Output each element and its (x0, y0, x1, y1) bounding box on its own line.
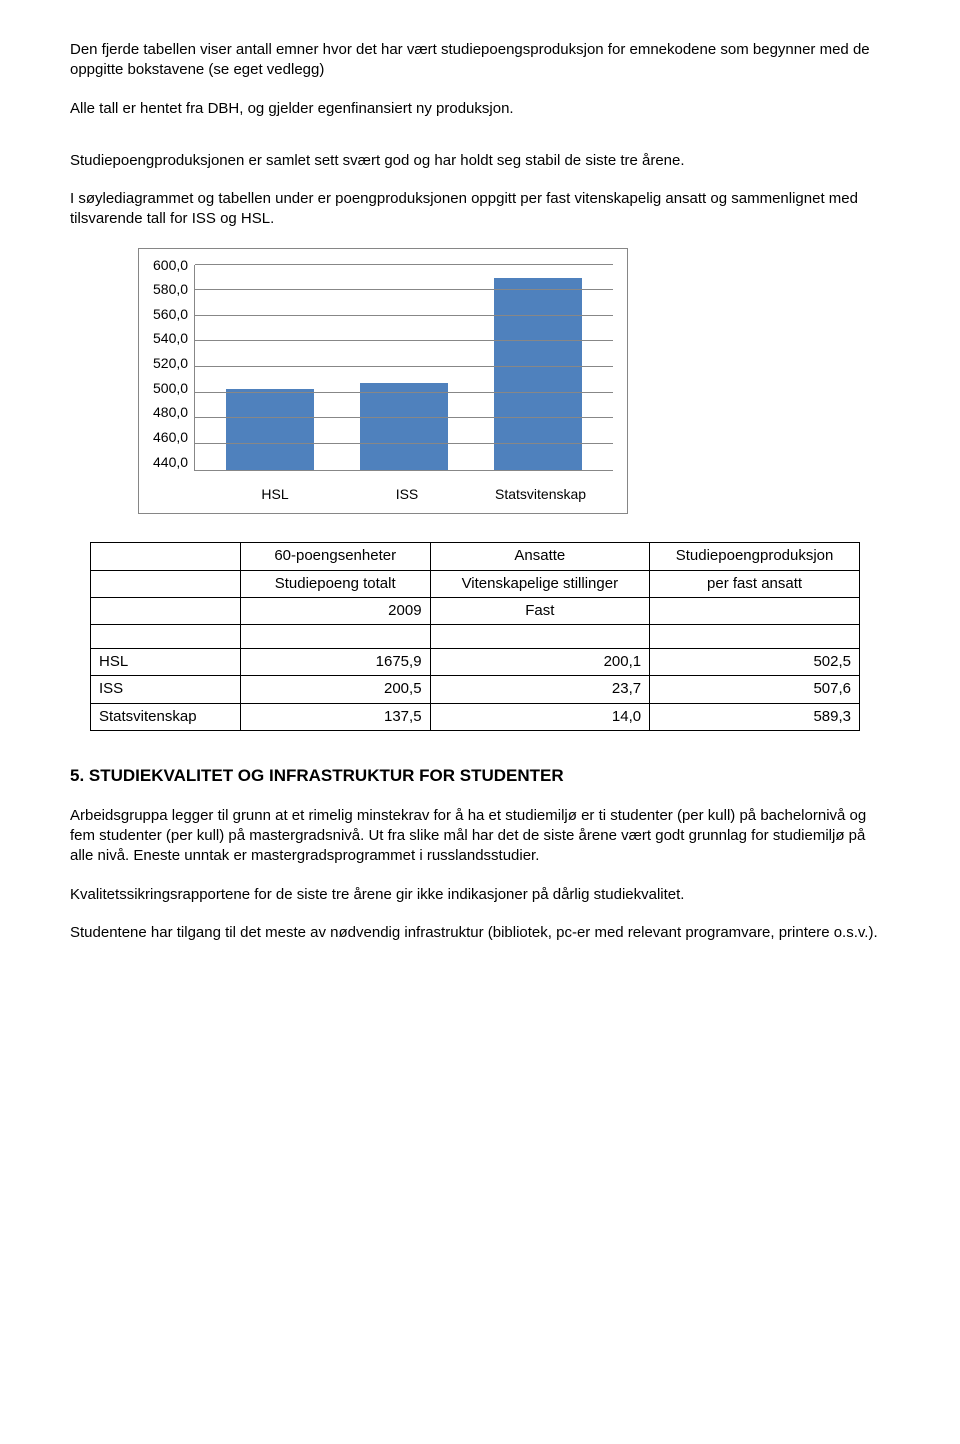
paragraph: Arbeidsgruppa legger til grunn at et rim… (70, 806, 890, 867)
chart-bar (494, 278, 582, 469)
table-cell: Studiepoengproduksjon (650, 543, 860, 570)
paragraph: Den fjerde tabellen viser antall emner h… (70, 40, 890, 81)
table-cell: 137,5 (240, 703, 430, 730)
y-tick: 480,0 (153, 404, 188, 421)
table-cell: Studiepoeng totalt (240, 570, 430, 597)
y-tick: 500,0 (153, 380, 188, 397)
table-cell (91, 543, 241, 570)
chart-gridline (195, 289, 613, 290)
table-cell: 1675,9 (240, 649, 430, 676)
paragraph: Alle tall er hentet fra DBH, og gjelder … (70, 99, 890, 119)
x-tick: ISS (363, 485, 451, 504)
y-tick: 520,0 (153, 355, 188, 372)
table-cell (430, 625, 650, 649)
chart-gridline (195, 392, 613, 393)
table-cell (91, 625, 241, 649)
table-cell: ISS (91, 676, 241, 703)
y-tick: 600,0 (153, 257, 188, 274)
section-heading: 5. STUDIEKVALITET OG INFRASTRUKTUR FOR S… (70, 765, 890, 788)
table-cell: Statsvitenskap (91, 703, 241, 730)
y-tick: 540,0 (153, 330, 188, 347)
table-cell: 60-poengsenheter (240, 543, 430, 570)
table-cell (91, 597, 241, 624)
chart-gridline (195, 264, 613, 265)
table-cell (650, 625, 860, 649)
chart-gridline (195, 340, 613, 341)
table-cell: 23,7 (430, 676, 650, 703)
table-row: ISS 200,5 23,7 507,6 (91, 676, 860, 703)
paragraph: I søylediagrammet og tabellen under er p… (70, 189, 890, 230)
y-tick: 560,0 (153, 306, 188, 323)
chart-plot-area (194, 265, 613, 471)
bar-chart: 600,0 580,0 560,0 540,0 520,0 500,0 480,… (138, 248, 628, 515)
paragraph: Studentene har tilgang til det meste av … (70, 923, 890, 943)
table-cell: Fast (430, 597, 650, 624)
y-tick: 440,0 (153, 454, 188, 471)
paragraph: Kvalitetssikringsrapportene for de siste… (70, 885, 890, 905)
table-row: 2009 Fast (91, 597, 860, 624)
data-table: 60-poengsenheter Ansatte Studiepoengprod… (90, 542, 860, 731)
table-cell: 14,0 (430, 703, 650, 730)
table-cell: per fast ansatt (650, 570, 860, 597)
y-tick: 460,0 (153, 429, 188, 446)
table-cell: HSL (91, 649, 241, 676)
table-cell: 2009 (240, 597, 430, 624)
chart-y-axis: 600,0 580,0 560,0 540,0 520,0 500,0 480,… (153, 265, 194, 479)
table-row (91, 625, 860, 649)
chart-gridline (195, 443, 613, 444)
table-cell (650, 597, 860, 624)
table-cell: Vitenskapelige stillinger (430, 570, 650, 597)
table-cell: 200,1 (430, 649, 650, 676)
table-cell: 589,3 (650, 703, 860, 730)
y-tick: 580,0 (153, 281, 188, 298)
chart-x-axis: HSL ISS Statsvitenskap (201, 479, 613, 504)
paragraph: Studiepoengproduksjonen er samlet sett s… (70, 151, 890, 171)
table-row: Statsvitenskap 137,5 14,0 589,3 (91, 703, 860, 730)
chart-gridline (195, 366, 613, 367)
table-cell (240, 625, 430, 649)
chart-gridline (195, 417, 613, 418)
table-cell: 507,6 (650, 676, 860, 703)
chart-bar (226, 389, 314, 469)
x-tick: Statsvitenskap (495, 485, 583, 504)
table-row: HSL 1675,9 200,1 502,5 (91, 649, 860, 676)
chart-gridline (195, 315, 613, 316)
table-row: 60-poengsenheter Ansatte Studiepoengprod… (91, 543, 860, 570)
table-cell: 502,5 (650, 649, 860, 676)
chart-bar (360, 383, 448, 470)
table-cell (91, 570, 241, 597)
table-row: Studiepoeng totalt Vitenskapelige stilli… (91, 570, 860, 597)
table-cell: 200,5 (240, 676, 430, 703)
table-cell: Ansatte (430, 543, 650, 570)
x-tick: HSL (231, 485, 319, 504)
